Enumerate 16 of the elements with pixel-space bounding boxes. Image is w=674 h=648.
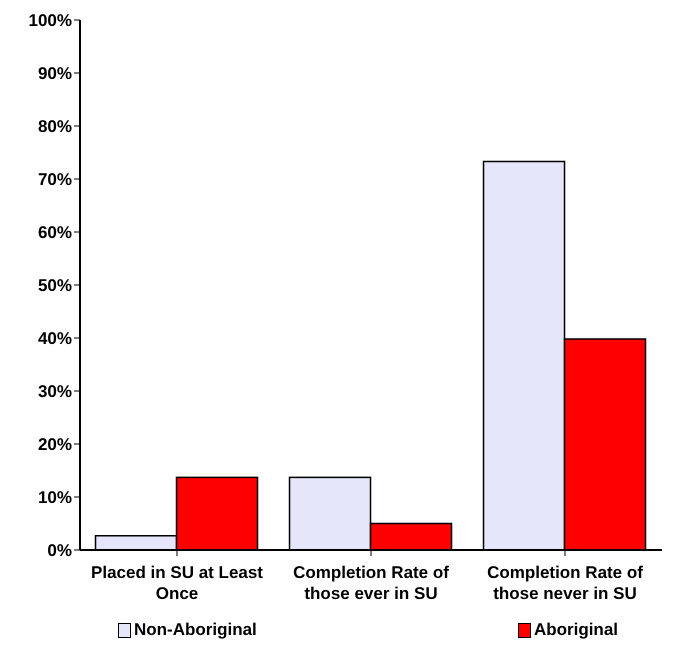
legend-label: Non-Aboriginal — [133, 620, 257, 640]
y-tick-label: 30% — [38, 382, 72, 402]
y-tick-label: 90% — [38, 64, 72, 84]
y-tick-label: 50% — [38, 276, 72, 296]
x-tick-label: Completion Rate of those never in SU — [487, 563, 644, 603]
y-tick-label: 60% — [38, 223, 72, 242]
x-tick-label: Completion Rate of those ever in SU — [293, 563, 450, 603]
y-tick-label: 0% — [47, 541, 72, 560]
x-tick-label: Placed in SU at Least Once — [91, 563, 264, 603]
y-tick-label: 40% — [38, 329, 72, 348]
y-tick-label: 10% — [38, 488, 72, 508]
y-tick-label: 100% — [28, 11, 72, 30]
legend-label: Aboriginal — [532, 620, 618, 640]
y-tick-label: 70% — [38, 170, 72, 190]
y-tick-label: 20% — [38, 435, 72, 454]
y-tick-label: 80% — [38, 117, 72, 136]
